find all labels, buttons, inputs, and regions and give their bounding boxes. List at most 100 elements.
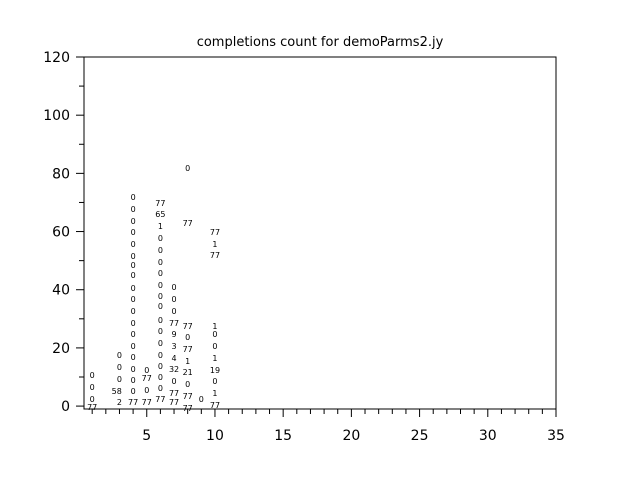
- point-label: 0: [158, 269, 163, 278]
- point-label: 77: [183, 322, 193, 331]
- point-label: 77: [183, 219, 193, 228]
- point-label: 0: [131, 295, 136, 304]
- point-label: 0: [131, 205, 136, 214]
- point-label: 1: [212, 322, 217, 331]
- point-label: 0: [117, 375, 122, 384]
- point-label: 32: [169, 365, 179, 374]
- point-label: 0: [185, 380, 190, 389]
- point-label: 1: [158, 222, 163, 231]
- point-label: 0: [185, 164, 190, 173]
- point-label: 3: [171, 342, 176, 351]
- point-label: 0: [131, 342, 136, 351]
- point-label: 0: [131, 252, 136, 261]
- x-tick-label: 20: [342, 428, 360, 444]
- point-label: 0: [131, 193, 136, 202]
- point-label: 77: [169, 319, 179, 328]
- point-label: 0: [158, 234, 163, 243]
- point-label: 0: [171, 295, 176, 304]
- point-label: 0: [117, 351, 122, 360]
- point-label: 1: [212, 240, 217, 249]
- point-label: 1: [185, 357, 190, 366]
- point-label: 0: [158, 362, 163, 371]
- point-label: 0: [144, 366, 149, 375]
- point-label: 0: [158, 316, 163, 325]
- point-label: 0: [90, 395, 95, 404]
- point-label: 0: [131, 376, 136, 385]
- point-label: 4: [171, 354, 176, 363]
- point-label: 0: [158, 339, 163, 348]
- point-label: 77: [210, 228, 220, 237]
- point-label: 0: [171, 307, 176, 316]
- point-label: 0: [131, 217, 136, 226]
- point-label: 0: [144, 386, 149, 395]
- point-label: 19: [210, 366, 220, 375]
- point-label: 0: [131, 365, 136, 374]
- point-label: 21: [183, 368, 193, 377]
- point-label: 0: [185, 333, 190, 342]
- point-label: 0: [131, 261, 136, 270]
- y-tick-label: 60: [52, 225, 70, 241]
- x-tick-label: 10: [206, 428, 224, 444]
- point-label: 9: [171, 330, 176, 339]
- point-label: 0: [90, 383, 95, 392]
- point-label: 77: [155, 199, 165, 208]
- point-label: 0: [117, 363, 122, 372]
- point-label: 58: [112, 387, 122, 396]
- point-label: 0: [131, 228, 136, 237]
- point-label: 0: [131, 307, 136, 316]
- point-label: 0: [131, 284, 136, 293]
- point-label: 0: [131, 330, 136, 339]
- point-label: 77: [155, 395, 165, 404]
- point-label: 0: [131, 353, 136, 362]
- y-tick-label: 120: [43, 50, 70, 66]
- point-label: 77: [142, 398, 152, 407]
- point-label: 77: [87, 403, 97, 412]
- point-label: 0: [212, 377, 217, 386]
- y-tick-label: 80: [52, 166, 70, 182]
- y-tick-label: 20: [52, 341, 70, 357]
- y-tick-label: 40: [52, 283, 70, 299]
- point-label: 0: [171, 377, 176, 386]
- point-label: 77: [183, 345, 193, 354]
- point-label: 0: [158, 292, 163, 301]
- point-label: 77: [183, 392, 193, 401]
- point-label: 0: [199, 395, 204, 404]
- y-tick-label: 0: [61, 399, 70, 415]
- point-label: 0: [158, 281, 163, 290]
- point-label: 0: [212, 342, 217, 351]
- point-label: 77: [183, 404, 193, 413]
- point-label: 0: [131, 240, 136, 249]
- point-label: 77: [169, 398, 179, 407]
- point-label: 65: [155, 210, 165, 219]
- point-label: 0: [158, 327, 163, 336]
- x-tick-label: 25: [411, 428, 429, 444]
- point-label: 0: [158, 373, 163, 382]
- point-label: 0: [158, 351, 163, 360]
- point-label: 0: [158, 258, 163, 267]
- point-label: 0: [131, 387, 136, 396]
- x-tick-label: 5: [142, 428, 151, 444]
- x-tick-label: 15: [274, 428, 292, 444]
- point-label: 77: [210, 401, 220, 410]
- point-label: 2: [117, 398, 122, 407]
- point-label: 77: [142, 374, 152, 383]
- y-tick-label: 100: [43, 108, 70, 124]
- x-tick-label: 30: [479, 428, 497, 444]
- point-label: 77: [169, 389, 179, 398]
- point-label: 1: [212, 354, 217, 363]
- point-label: 77: [210, 251, 220, 260]
- point-label: 0: [90, 371, 95, 380]
- point-label: 0: [171, 283, 176, 292]
- chart-title: completions count for demoParms2.jy: [197, 35, 444, 50]
- point-label: 0: [131, 271, 136, 280]
- point-label: 1: [212, 389, 217, 398]
- x-tick-label: 35: [547, 428, 565, 444]
- point-label: 0: [131, 319, 136, 328]
- point-label: 77: [128, 398, 138, 407]
- point-label: 0: [158, 302, 163, 311]
- point-label: 0: [212, 330, 217, 339]
- point-label: 0: [158, 246, 163, 255]
- point-label: 0: [158, 384, 163, 393]
- plot-frame: [83, 56, 557, 410]
